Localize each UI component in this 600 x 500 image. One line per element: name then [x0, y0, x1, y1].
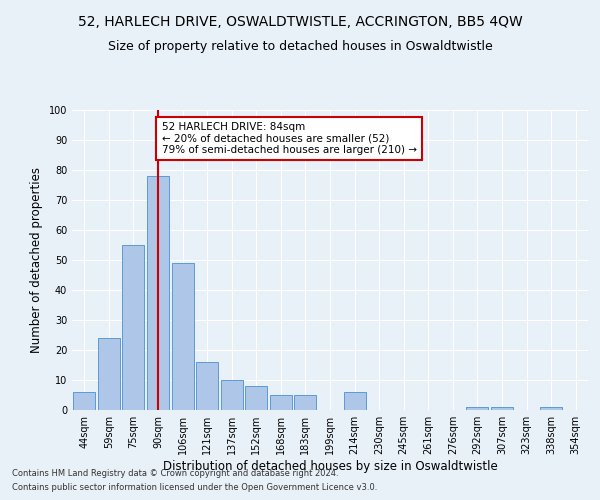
Text: 52 HARLECH DRIVE: 84sqm
← 20% of detached houses are smaller (52)
79% of semi-de: 52 HARLECH DRIVE: 84sqm ← 20% of detache…: [161, 122, 416, 155]
Bar: [245, 386, 268, 410]
Text: Contains HM Land Registry data © Crown copyright and database right 2024.: Contains HM Land Registry data © Crown c…: [12, 468, 338, 477]
Bar: [122, 245, 145, 410]
Text: Contains public sector information licensed under the Open Government Licence v3: Contains public sector information licen…: [12, 484, 377, 492]
Bar: [295, 395, 316, 410]
Text: 52, HARLECH DRIVE, OSWALDTWISTLE, ACCRINGTON, BB5 4QW: 52, HARLECH DRIVE, OSWALDTWISTLE, ACCRIN…: [77, 15, 523, 29]
Text: Size of property relative to detached houses in Oswaldtwistle: Size of property relative to detached ho…: [107, 40, 493, 53]
Bar: [221, 380, 243, 410]
Bar: [344, 392, 365, 410]
Bar: [196, 362, 218, 410]
Bar: [172, 263, 194, 410]
Bar: [466, 407, 488, 410]
Bar: [540, 407, 562, 410]
X-axis label: Distribution of detached houses by size in Oswaldtwistle: Distribution of detached houses by size …: [163, 460, 497, 473]
Bar: [98, 338, 120, 410]
Bar: [147, 176, 169, 410]
Bar: [491, 407, 513, 410]
Bar: [73, 392, 95, 410]
Y-axis label: Number of detached properties: Number of detached properties: [30, 167, 43, 353]
Bar: [270, 395, 292, 410]
